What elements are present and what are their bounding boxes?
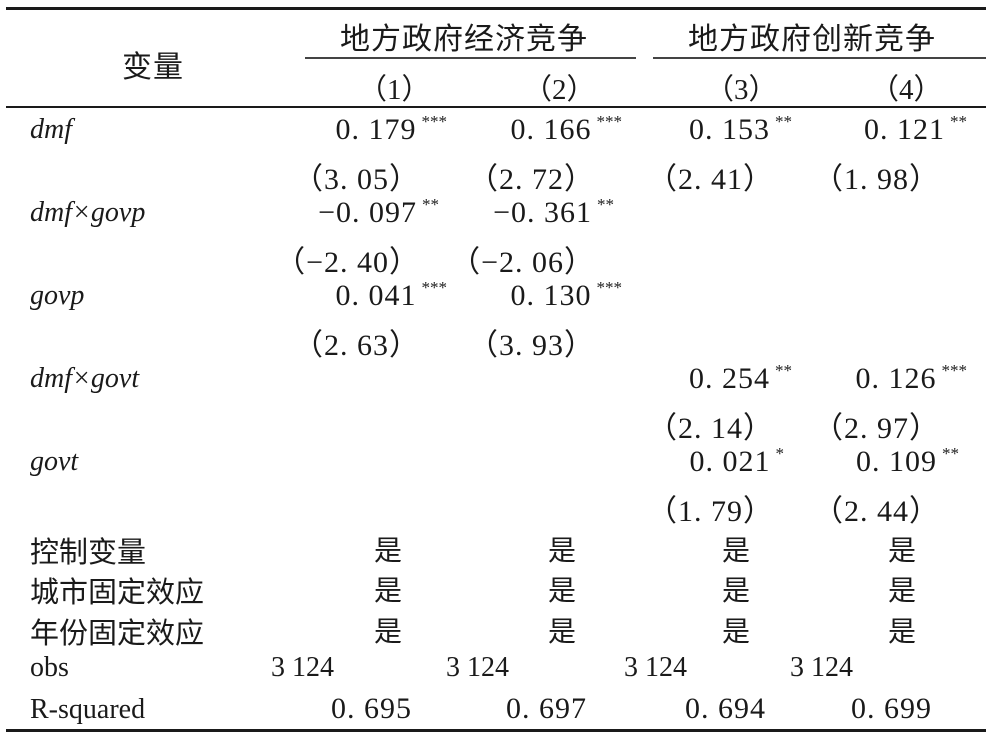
column-number-3: （3） <box>705 74 778 106</box>
tstat-dmf-col2: （2. 72） <box>468 163 595 196</box>
coef-dmf-x-govp-col1: −0. 097 ** <box>318 195 439 229</box>
coef-dmf-col3: 0. 153 ** <box>689 112 792 146</box>
coef-govp-col1: 0. 041 *** <box>335 278 448 312</box>
year-fe-col3: 是 <box>721 615 751 648</box>
top-rule <box>6 7 986 10</box>
row-label-year-fe: 年份固定效应 <box>30 616 205 650</box>
coef-dmf-x-govt-col4: 0. 126 *** <box>855 361 968 395</box>
controls-col4: 是 <box>887 534 917 567</box>
spanner-underline-economic <box>305 57 636 59</box>
tstat-dmf-col1: （3. 05） <box>293 163 420 196</box>
controls-col3: 是 <box>721 534 751 567</box>
tstat-govp-col2: （3. 93） <box>468 329 595 362</box>
obs-col4: 3 124 <box>790 652 853 683</box>
year-fe-col1: 是 <box>373 615 403 648</box>
row-label-govp: govp <box>30 280 85 311</box>
city-fe-col3: 是 <box>721 574 751 607</box>
tstat-dmf-col3: （2. 41） <box>647 163 774 196</box>
coef-govp-col2: 0. 130 *** <box>510 278 623 312</box>
column-number-1: （1） <box>358 74 431 106</box>
row-label-dmf-x-govt: dmf×govt <box>30 363 140 394</box>
controls-col2: 是 <box>547 534 577 567</box>
tstat-govt-col4: （2. 44） <box>813 495 940 528</box>
coef-dmf-x-govp-col2: −0. 361 ** <box>493 195 614 229</box>
row-label-city-fe: 城市固定效应 <box>30 575 205 609</box>
city-fe-col1: 是 <box>373 574 403 607</box>
city-fe-col4: 是 <box>887 574 917 607</box>
spanner-innovation-competition: 地方政府创新竞争 <box>688 22 936 57</box>
controls-col1: 是 <box>373 534 403 567</box>
row-label-controls: 控制变量 <box>30 535 147 569</box>
stub-header: 变量 <box>122 50 184 85</box>
column-number-4: （4） <box>870 74 943 106</box>
tstat-govt-col3: （1. 79） <box>647 495 774 528</box>
obs-col2: 3 124 <box>446 652 509 683</box>
rsquared-col4: 0. 699 <box>851 692 932 725</box>
spanner-underline-innovation <box>653 57 986 59</box>
year-fe-col4: 是 <box>887 615 917 648</box>
bottom-rule <box>6 729 986 732</box>
coef-dmf-col2: 0. 166 *** <box>510 112 623 146</box>
tstat-dmf-col4: （1. 98） <box>813 163 940 196</box>
row-label-govt: govt <box>30 446 79 477</box>
year-fe-col2: 是 <box>547 615 577 648</box>
coef-dmf-x-govt-col3: 0. 254 ** <box>689 361 792 395</box>
row-label-dmf: dmf <box>30 114 72 145</box>
obs-col1: 3 124 <box>271 652 334 683</box>
city-fe-col2: 是 <box>547 574 577 607</box>
row-label-dmf-x-govp: dmf×govp <box>30 197 146 228</box>
column-number-2: （2） <box>523 74 596 106</box>
row-label-obs: obs <box>30 652 69 683</box>
coef-dmf-col1: 0. 179 *** <box>335 112 448 146</box>
obs-col3: 3 124 <box>624 652 687 683</box>
coef-govt-col3: 0. 021 * <box>689 444 785 478</box>
coef-dmf-col4: 0. 121 ** <box>864 112 967 146</box>
row-label-rsquared: R-squared <box>30 694 146 725</box>
tstat-dmf-x-govp-col1: （−2. 40） <box>275 246 420 279</box>
rsquared-col3: 0. 694 <box>685 692 766 725</box>
rsquared-col2: 0. 697 <box>506 692 587 725</box>
tstat-dmf-x-govp-col2: （−2. 06） <box>450 246 595 279</box>
tstat-dmf-x-govt-col4: （2. 97） <box>813 412 940 445</box>
rsquared-col1: 0. 695 <box>331 692 412 725</box>
tstat-govp-col1: （2. 63） <box>293 329 420 362</box>
spanner-economic-competition: 地方政府经济竞争 <box>340 22 588 57</box>
tstat-dmf-x-govt-col3: （2. 14） <box>647 412 774 445</box>
header-rule <box>6 106 986 108</box>
coef-govt-col4: 0. 109 ** <box>856 444 959 478</box>
